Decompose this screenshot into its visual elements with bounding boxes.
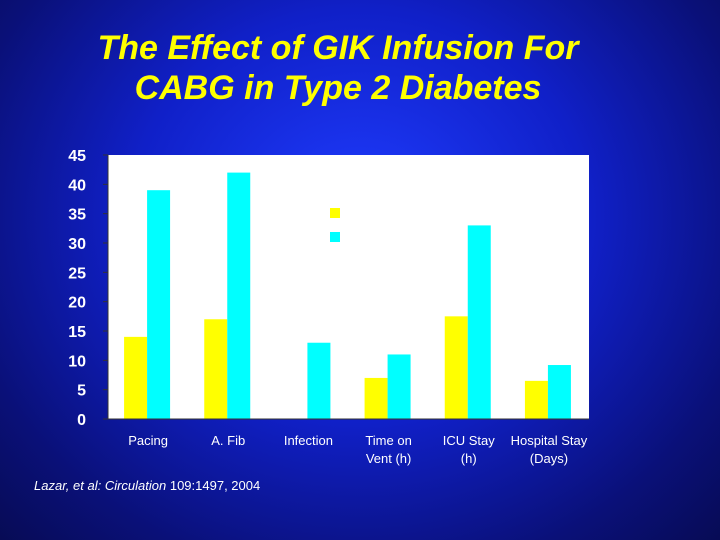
legend-label: GIK n=72: [347, 206, 411, 223]
y-tick-label: 25: [68, 265, 86, 282]
citation-volume: 109:1497, 2004: [166, 478, 261, 493]
x-tick-label: Time on: [365, 433, 411, 448]
slide-title-line-1: The Effect of GIK Infusion For: [97, 29, 579, 67]
y-tick-label: 30: [68, 236, 86, 253]
y-tick-label: 45: [68, 148, 86, 165]
bar: [364, 377, 388, 419]
bar: [124, 336, 148, 419]
x-tick-label: Hospital Stay: [511, 433, 588, 448]
plot-area: [108, 155, 589, 419]
legend-swatch: [330, 208, 340, 218]
slide-title-line-2: CABG in Type 2 Diabetes: [134, 69, 542, 107]
x-tick-label: Vent (h): [366, 451, 412, 466]
x-tick-label: (h): [461, 451, 477, 466]
x-tick-label: Pacing: [128, 433, 168, 448]
bar: [444, 316, 468, 419]
legend-swatch: [330, 232, 340, 242]
x-tick-label: (Days): [530, 451, 568, 466]
y-tick-label: 10: [68, 353, 86, 370]
citation-source: Lazar, et al: Circulation: [34, 478, 167, 493]
bar: [147, 190, 171, 419]
y-tick-label: 40: [68, 177, 86, 194]
x-tick-label: ICU Stay: [443, 433, 496, 448]
citation: Lazar, et al: Circulation 109:1497, 2004: [34, 478, 260, 493]
y-tick-label: 35: [68, 207, 86, 224]
bar: [227, 172, 251, 419]
y-tick-label: 5: [77, 383, 86, 400]
bar: [547, 365, 571, 419]
bar: [524, 380, 548, 419]
x-tick-label: Infection: [284, 433, 333, 448]
bar: [387, 354, 411, 419]
y-tick-label: 15: [68, 324, 86, 341]
bar: [204, 319, 228, 419]
y-tick-label: 0: [77, 412, 86, 429]
slide-title: The Effect of GIK Infusion For CABG in T…: [0, 28, 676, 108]
y-tick-label: 20: [68, 295, 86, 312]
legend-label: No GIK n=69: [347, 230, 434, 247]
bar: [307, 342, 331, 419]
x-tick-label: A. Fib: [211, 433, 245, 448]
bar: [467, 225, 491, 419]
